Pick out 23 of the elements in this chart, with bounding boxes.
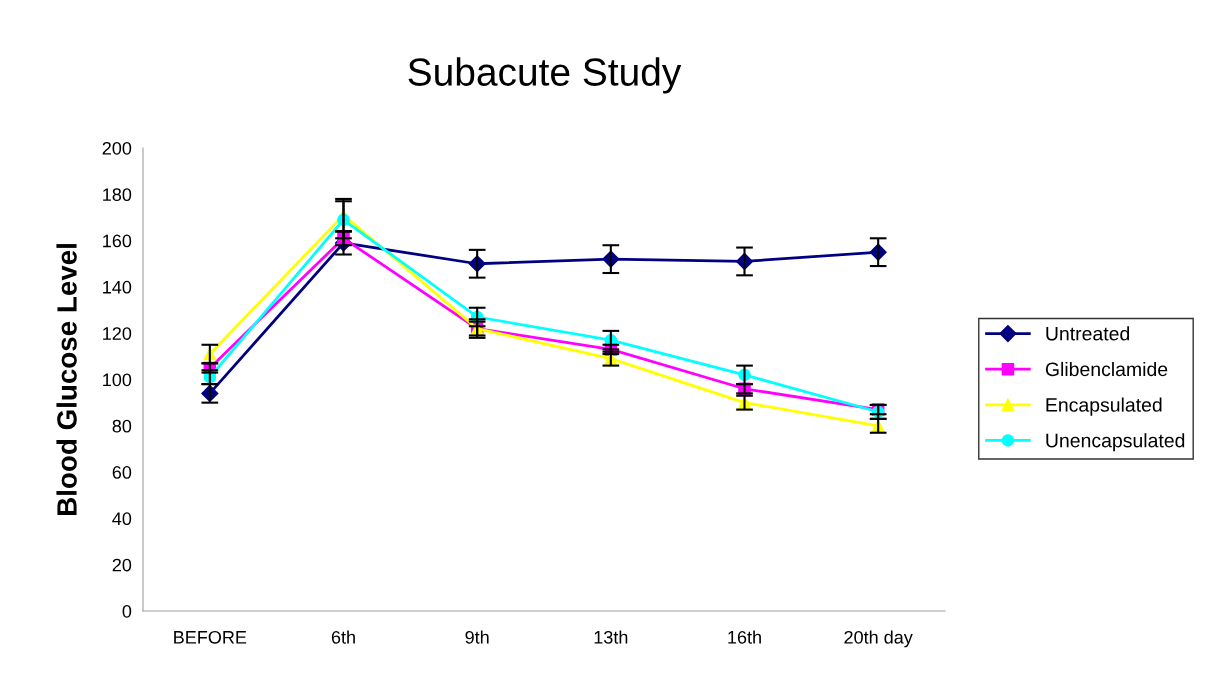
chart-title: Subacute Study bbox=[408, 57, 682, 94]
legend-label: Unencapsulated bbox=[1046, 433, 1185, 452]
y-axis-title: Blood Glucose Level bbox=[56, 244, 77, 516]
y-tick-label: 0 bbox=[122, 604, 132, 618]
x-tick-label: 13th bbox=[594, 630, 628, 644]
y-tick-label: 160 bbox=[103, 234, 132, 248]
y-tick-label: 140 bbox=[103, 280, 132, 294]
y-tick-label: 180 bbox=[103, 188, 132, 202]
legend-label: Glibenclamide bbox=[1045, 361, 1168, 377]
y-tick-label: 120 bbox=[103, 327, 132, 340]
y-tick-label: 200 bbox=[102, 141, 132, 155]
x-tick-label: 6th bbox=[331, 630, 355, 644]
legend-label: Encapsulated bbox=[1046, 397, 1162, 416]
x-tick-label: 9th bbox=[465, 630, 489, 644]
y-tick-label: 60 bbox=[112, 466, 132, 479]
x-tick-label: 20th day bbox=[844, 630, 913, 648]
y-tick-label: 20 bbox=[112, 558, 132, 572]
y-tick-label: 40 bbox=[112, 512, 132, 526]
legend-label: Untreated bbox=[1046, 326, 1130, 341]
x-tick-label: 16th bbox=[728, 630, 761, 644]
y-tick-label: 80 bbox=[112, 419, 132, 433]
x-tick-label: BEFORE bbox=[174, 630, 247, 644]
y-tick-label: 100 bbox=[103, 373, 132, 387]
